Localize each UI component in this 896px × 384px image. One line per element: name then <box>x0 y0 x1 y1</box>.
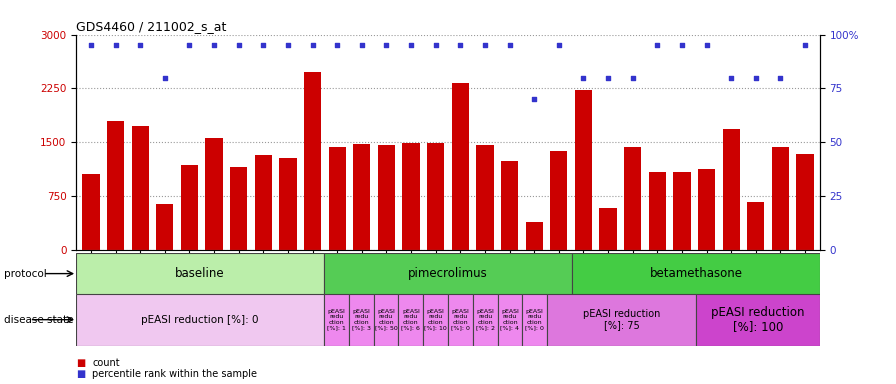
Text: pEASI reduction
[%]: 100: pEASI reduction [%]: 100 <box>711 306 805 333</box>
Bar <box>399 294 423 346</box>
Bar <box>448 294 473 346</box>
Point <box>379 42 393 48</box>
Bar <box>324 294 349 346</box>
Point <box>798 42 813 48</box>
Text: pEASI
redu
ction
[%]: 2: pEASI redu ction [%]: 2 <box>476 309 495 330</box>
Text: pEASI
redu
ction
[%]: 0: pEASI redu ction [%]: 0 <box>451 309 470 330</box>
Point <box>256 42 271 48</box>
Point <box>601 74 616 81</box>
Point <box>280 42 295 48</box>
Bar <box>452 83 469 250</box>
Bar <box>82 174 99 250</box>
Text: ■: ■ <box>76 358 85 368</box>
Text: percentile rank within the sample: percentile rank within the sample <box>92 369 257 379</box>
Point <box>478 42 492 48</box>
Bar <box>473 294 497 346</box>
Bar <box>477 145 494 250</box>
Bar <box>747 202 764 250</box>
Bar <box>353 144 370 250</box>
Point <box>625 74 640 81</box>
Text: pEASI
redu
ction
[%]: 1: pEASI redu ction [%]: 1 <box>327 309 346 330</box>
Bar <box>547 294 696 346</box>
Text: baseline: baseline <box>176 267 225 280</box>
Bar <box>205 139 223 250</box>
Text: betamethasone: betamethasone <box>650 267 743 280</box>
Point <box>404 42 418 48</box>
Text: pEASI
redu
ction
[%]: 50: pEASI redu ction [%]: 50 <box>375 309 398 330</box>
Bar <box>423 294 448 346</box>
Text: disease state: disease state <box>4 314 74 325</box>
Point <box>675 42 689 48</box>
Bar <box>181 165 198 250</box>
Bar <box>374 294 399 346</box>
Bar <box>378 145 395 250</box>
Point <box>306 42 320 48</box>
Bar <box>280 158 297 250</box>
Point <box>552 42 566 48</box>
Point <box>700 42 714 48</box>
Text: pEASI reduction
[%]: 75: pEASI reduction [%]: 75 <box>582 309 660 330</box>
Bar <box>599 208 616 250</box>
Bar <box>625 147 642 250</box>
Text: GDS4460 / 211002_s_at: GDS4460 / 211002_s_at <box>76 20 227 33</box>
Bar <box>76 294 324 346</box>
Bar <box>402 143 419 250</box>
Point <box>182 42 196 48</box>
Bar <box>649 172 666 250</box>
Bar <box>572 253 820 294</box>
Bar <box>575 90 592 250</box>
Point <box>650 42 665 48</box>
Bar <box>698 169 715 250</box>
Point <box>576 74 590 81</box>
Bar <box>132 126 149 250</box>
Bar <box>526 222 543 250</box>
Bar <box>304 72 321 250</box>
Bar <box>497 294 522 346</box>
Text: ■: ■ <box>76 369 85 379</box>
Text: pEASI
redu
ction
[%]: 6: pEASI redu ction [%]: 6 <box>401 309 420 330</box>
Bar <box>324 253 572 294</box>
Bar <box>349 294 374 346</box>
Point <box>108 42 123 48</box>
Point <box>724 74 738 81</box>
Text: pEASI reduction [%]: 0: pEASI reduction [%]: 0 <box>142 314 259 325</box>
Bar <box>673 172 691 250</box>
Point <box>83 42 98 48</box>
Bar <box>522 294 547 346</box>
Bar <box>156 204 174 250</box>
Point <box>158 74 172 81</box>
Point <box>330 42 344 48</box>
Bar <box>696 294 820 346</box>
Bar <box>427 143 444 250</box>
Bar <box>107 121 125 250</box>
Bar <box>76 253 324 294</box>
Point <box>207 42 221 48</box>
Bar <box>771 147 789 250</box>
Text: count: count <box>92 358 120 368</box>
Point <box>773 74 788 81</box>
Text: pimecrolimus: pimecrolimus <box>408 267 488 280</box>
Text: pEASI
redu
ction
[%]: 10: pEASI redu ction [%]: 10 <box>424 309 447 330</box>
Text: pEASI
redu
ction
[%]: 4: pEASI redu ction [%]: 4 <box>501 309 520 330</box>
Point <box>428 42 443 48</box>
Point <box>503 42 517 48</box>
Bar <box>329 147 346 250</box>
Point <box>231 42 246 48</box>
Point <box>453 42 468 48</box>
Text: pEASI
redu
ction
[%]: 3: pEASI redu ction [%]: 3 <box>352 309 371 330</box>
Point <box>749 74 763 81</box>
Bar <box>722 129 740 250</box>
Text: protocol: protocol <box>4 268 47 279</box>
Bar <box>254 155 271 250</box>
Text: pEASI
redu
ction
[%]: 0: pEASI redu ction [%]: 0 <box>525 309 544 330</box>
Point <box>133 42 147 48</box>
Bar <box>230 167 247 250</box>
Bar <box>501 161 518 250</box>
Bar <box>797 154 814 250</box>
Point <box>527 96 541 102</box>
Point <box>355 42 369 48</box>
Bar <box>550 151 567 250</box>
